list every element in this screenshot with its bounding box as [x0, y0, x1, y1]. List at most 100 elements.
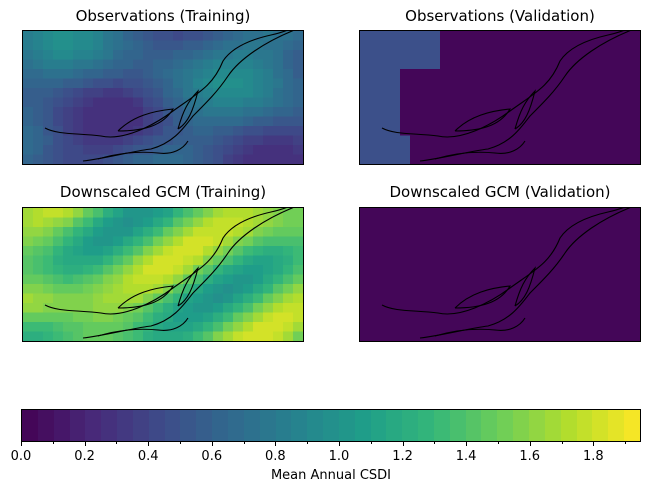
heatmap-cell — [470, 69, 481, 80]
colorbar-minor-tick — [180, 441, 181, 444]
heatmap-cell — [590, 78, 601, 89]
heatmap-cell — [143, 293, 154, 304]
heatmap-cell — [410, 69, 421, 80]
heatmap-cell — [243, 331, 254, 341]
heatmap-cell — [223, 322, 234, 333]
heatmap-cell — [410, 135, 421, 146]
heatmap-cell — [620, 255, 631, 266]
heatmap-cell — [370, 312, 381, 323]
heatmap-cell — [560, 274, 571, 285]
heatmap-cell — [420, 293, 431, 304]
heatmap-cell — [143, 107, 154, 118]
heatmap-cell — [153, 312, 164, 323]
heatmap-cell — [490, 126, 501, 137]
heatmap-cell — [540, 284, 551, 295]
heatmap-cell — [430, 69, 441, 80]
heatmap-cell — [400, 59, 411, 70]
heatmap-cell — [23, 312, 34, 323]
heatmap-cell — [490, 88, 501, 99]
heatmap-cell — [33, 31, 44, 42]
heatmap-cell — [520, 31, 531, 42]
heatmap-cell — [233, 126, 244, 137]
heatmap-cell — [43, 145, 54, 156]
heatmap-cell — [360, 312, 371, 323]
heatmap-cell — [263, 331, 274, 341]
heatmap-cell — [103, 154, 114, 164]
heatmap-cell — [380, 50, 391, 61]
heatmap-cell — [243, 265, 254, 276]
heatmap-cell — [580, 274, 591, 285]
heatmap-cell — [143, 312, 154, 323]
heatmap-cell — [570, 78, 581, 89]
heatmap-cell — [283, 331, 294, 341]
heatmap-cell — [153, 31, 164, 42]
heatmap-cell — [540, 88, 551, 99]
heatmap-cell — [560, 154, 571, 164]
heatmap-cell — [500, 40, 511, 51]
heatmap-cell — [520, 265, 531, 276]
heatmap-cell — [520, 227, 531, 238]
heatmap-cell — [113, 255, 124, 266]
heatmap-cell — [390, 227, 401, 238]
heatmap-cell — [500, 312, 511, 323]
heatmap-cell — [73, 145, 84, 156]
heatmap-cell — [213, 107, 224, 118]
colorbar-level — [53, 410, 70, 441]
heatmap-cell — [380, 284, 391, 295]
colorbar-level — [576, 410, 593, 441]
heatmap-cell — [550, 236, 561, 247]
heatmap-cell — [283, 208, 294, 219]
heatmap-cell — [113, 50, 124, 61]
heatmap-cell — [183, 236, 194, 247]
heatmap-cell — [193, 303, 204, 314]
heatmap-cell — [83, 293, 94, 304]
heatmap-cell — [173, 293, 184, 304]
heatmap-cell — [123, 227, 134, 238]
heatmap-cell — [530, 284, 541, 295]
heatmap-cell — [43, 78, 54, 89]
heatmap-cell — [630, 88, 640, 99]
colorbar-tick — [212, 441, 213, 446]
heatmap-cell — [173, 274, 184, 285]
colorbar-minor-tick — [625, 441, 626, 444]
heatmap-cell — [440, 78, 451, 89]
heatmap-cell — [43, 135, 54, 146]
heatmap-cell — [123, 107, 134, 118]
heatmap-cell — [470, 97, 481, 108]
colorbar-level — [196, 410, 213, 441]
heatmap-cell — [400, 88, 411, 99]
heatmap-cell — [293, 312, 303, 323]
heatmap-cell — [400, 246, 411, 257]
colorbar-minor-tick — [434, 441, 435, 444]
heatmap-cell — [480, 274, 491, 285]
heatmap-cell — [480, 116, 491, 127]
heatmap-cell — [490, 236, 501, 247]
heatmap-cell — [143, 88, 154, 99]
heatmap-cell — [263, 293, 274, 304]
heatmap-cell — [133, 88, 144, 99]
heatmap-cell — [103, 97, 114, 108]
heatmap-cell — [153, 265, 164, 276]
heatmap-cell — [440, 293, 451, 304]
heatmap-cell — [33, 40, 44, 51]
heatmap-cell — [520, 322, 531, 333]
heatmap-cell — [630, 322, 640, 333]
heatmap-cell — [23, 246, 34, 257]
heatmap-cell — [510, 107, 521, 118]
heatmap-cell — [550, 50, 561, 61]
heatmap-cell — [33, 135, 44, 146]
heatmap-cell — [263, 227, 274, 238]
heatmap-cell — [263, 78, 274, 89]
heatmap-cell — [123, 331, 134, 341]
heatmap-cell — [73, 217, 84, 228]
heatmap-cell — [390, 303, 401, 314]
heatmap-cell — [580, 116, 591, 127]
heatmap-cell — [53, 236, 64, 247]
heatmap-cell — [83, 284, 94, 295]
heatmap-cell — [173, 40, 184, 51]
heatmap-cell — [400, 293, 411, 304]
heatmap-cell — [570, 88, 581, 99]
heatmap-cell — [113, 40, 124, 51]
heatmap-cell — [490, 116, 501, 127]
heatmap-cell — [43, 69, 54, 80]
